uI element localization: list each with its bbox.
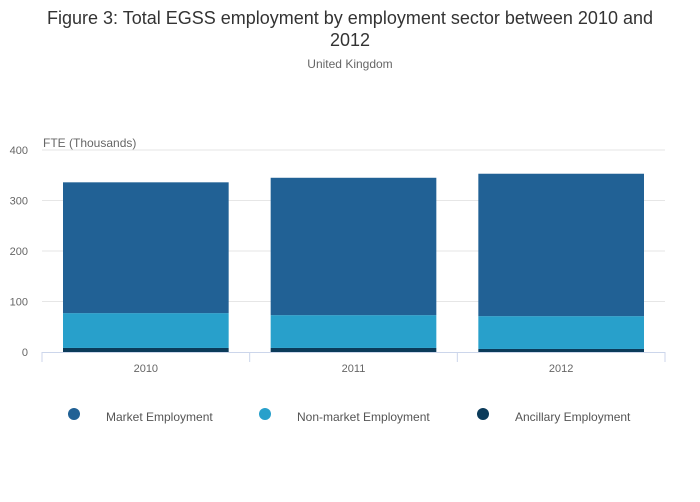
- x-tick-label: 2011: [342, 363, 366, 375]
- y-tick-label: 300: [10, 196, 28, 208]
- legend-item-ancillary-employment[interactable]: Ancillary Employment: [477, 408, 631, 424]
- bar-non-market-employment-2012[interactable]: [478, 316, 644, 349]
- bar-ancillary-employment-2011[interactable]: [270, 347, 437, 352]
- bar-ancillary-employment-2012[interactable]: [478, 348, 644, 352]
- x-tick-label: 2010: [134, 363, 158, 375]
- chart-title-line2: 2012: [330, 30, 370, 50]
- legend-marker: [259, 408, 271, 420]
- legend-label: Non-market Employment: [297, 410, 430, 424]
- legend-item-market-employment[interactable]: Market Employment: [68, 408, 213, 424]
- bar-ancillary-employment-2010[interactable]: [63, 347, 229, 352]
- legend-marker: [477, 408, 489, 420]
- y-tick-label: 400: [10, 145, 28, 157]
- bar-market-employment-2011[interactable]: [270, 177, 437, 316]
- chart-title: Figure 3: Total EGSS employment by emplo…: [47, 8, 653, 28]
- legend-label: Ancillary Employment: [515, 410, 631, 424]
- bar-market-employment-2010[interactable]: [63, 182, 229, 314]
- y-tick-label: 200: [10, 246, 28, 258]
- y-tick-label: 100: [10, 297, 28, 309]
- x-tick-label: 2012: [549, 363, 573, 375]
- bar-market-employment-2012[interactable]: [478, 173, 644, 317]
- y-axis-label: FTE (Thousands): [43, 136, 136, 150]
- legend-item-non-market-employment[interactable]: Non-market Employment: [259, 408, 430, 424]
- chart-subtitle: United Kingdom: [307, 57, 392, 71]
- legend-marker: [68, 408, 80, 420]
- bar-non-market-employment-2010[interactable]: [63, 313, 229, 348]
- y-tick-label: 0: [22, 347, 28, 359]
- bar-non-market-employment-2011[interactable]: [270, 315, 437, 348]
- legend-label: Market Employment: [106, 410, 213, 424]
